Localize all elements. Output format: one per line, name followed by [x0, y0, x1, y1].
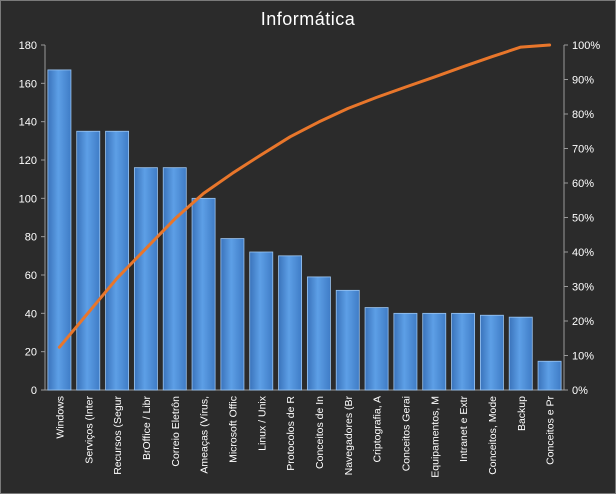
bar [393, 312, 418, 391]
bar [537, 360, 562, 391]
x-tick-label: Navegadores (Br [343, 396, 355, 476]
bar [220, 238, 245, 391]
y-tick-label: 140 [19, 117, 37, 129]
x-tick-label: Conceitos Gerai [400, 396, 412, 471]
cumulative-line [57, 43, 552, 349]
x-tick-label: Serviços (Inter [83, 395, 95, 463]
chart-title: Informática [260, 9, 356, 29]
bar [249, 251, 274, 391]
x-tick-label: BrOffice / Libr [141, 396, 153, 460]
bar [105, 130, 130, 391]
bar [364, 307, 389, 391]
x-tick-label: Protocolos de R [285, 396, 297, 471]
bar [479, 314, 504, 391]
x-tick-label: Criptografia, A [372, 396, 384, 463]
y2-tick-label: 100% [572, 40, 600, 52]
bar [451, 312, 476, 391]
y2-tick-label: 60% [572, 178, 594, 190]
y-tick-label: 180 [19, 40, 37, 52]
x-tick-label: Conceitos de In [314, 396, 326, 469]
y-tick-label: 0 [31, 385, 37, 397]
y2-tick-label: 30% [572, 282, 594, 294]
y2-tick-label: 70% [572, 144, 594, 156]
bar [47, 69, 72, 391]
y-tick-label: 120 [19, 155, 37, 167]
bar [335, 289, 360, 391]
bar [278, 255, 303, 391]
y-tick-label: 80 [25, 232, 37, 244]
x-tick-label: Linux / Unix [256, 395, 268, 451]
x-tick-label: Windows [54, 396, 66, 439]
x-tick-label: Microsoft Offic [227, 396, 239, 463]
y2-tick-label: 50% [572, 213, 594, 225]
bar [422, 312, 447, 391]
bar [508, 316, 533, 391]
x-tick-label: Ameaças (Vírus, [199, 396, 211, 474]
x-tick-label: Equipamentos, M [429, 396, 441, 478]
x-tick-label: Correio Eletrôn [170, 396, 182, 467]
y2-tick-label: 40% [572, 247, 594, 259]
y2-tick-label: 0% [572, 385, 588, 397]
y-tick-label: 40 [25, 308, 37, 320]
x-tick-label: Recursos (Segur [112, 395, 124, 474]
y-tick-label: 60 [25, 270, 37, 282]
y-tick-label: 20 [25, 347, 37, 359]
bar [306, 276, 331, 391]
bar [191, 197, 216, 391]
y2-tick-label: 20% [572, 316, 594, 328]
bar [76, 130, 101, 391]
bar [162, 167, 187, 391]
y2-tick-label: 90% [572, 75, 594, 87]
x-tick-label: Intranet e Extr [458, 396, 470, 462]
y-tick-label: 160 [19, 78, 37, 90]
y2-tick-label: 80% [572, 109, 594, 121]
x-tick-label: Conceitos, Mode [487, 396, 499, 475]
x-tick-label: Conceitos e Pr [545, 396, 557, 465]
bar [133, 167, 158, 391]
x-tick-label: Backup [516, 396, 528, 431]
y-tick-label: 100 [19, 193, 37, 205]
y2-tick-label: 10% [572, 351, 594, 363]
